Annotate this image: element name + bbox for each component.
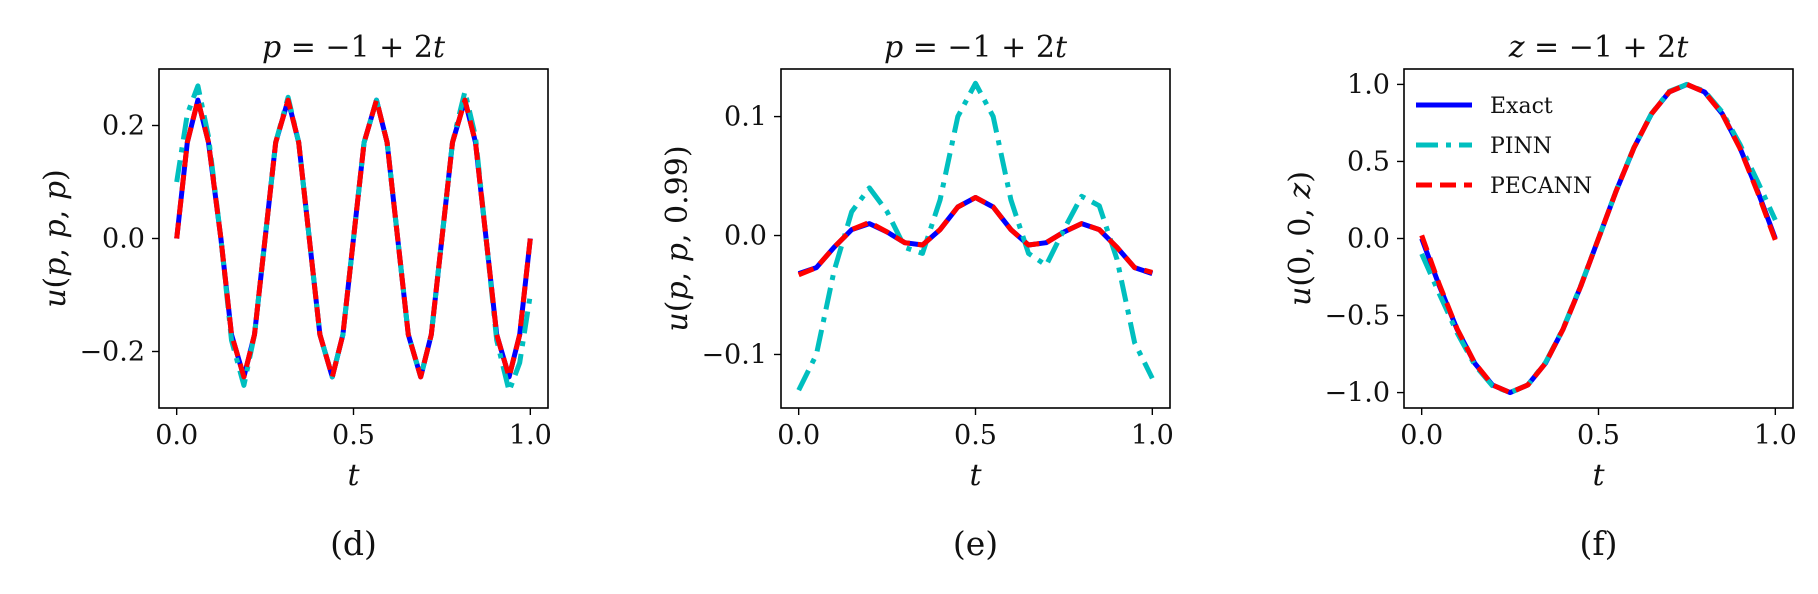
panel-title: z = −1 + 2t: [1508, 30, 1690, 65]
plot-series: [1419, 81, 1778, 396]
panel-title: p = −1 + 2t: [262, 30, 446, 65]
panel-caption: (f): [1580, 524, 1618, 563]
y-tick-label: −0.1: [701, 339, 767, 370]
series-line-pinn: [174, 83, 533, 394]
x-tick-label: 0.5: [1577, 420, 1620, 451]
series-line-pecann: [1419, 81, 1778, 396]
y-tick-label: 0.0: [1347, 224, 1390, 255]
plot-series: [174, 83, 533, 394]
y-tick-label: 0.2: [102, 111, 145, 142]
x-axis-label: t: [1592, 458, 1605, 493]
y-axis-label: u(p, p, 0.99): [660, 145, 695, 331]
x-tick-label: 1.0: [1754, 420, 1797, 451]
panel-caption: (d): [330, 524, 377, 563]
y-tick-label: 0.0: [102, 224, 145, 255]
series-line-pinn: [796, 80, 1155, 392]
x-tick-label: 0.0: [1400, 420, 1443, 451]
panels: 0.0 0.5 1.0 −0.2 0.0 0.2 p = −1 + 2t t u(p, p, p…: [38, 30, 1797, 563]
x-axis-label: t: [969, 458, 982, 493]
x-tick-label: 0.0: [155, 420, 198, 451]
x-axis-label: t: [347, 458, 360, 493]
panel-2: 0.0 0.5 1.0 −0.1 0.0 0.1 p = −1 + 2t t u(p, p, 0…: [660, 30, 1174, 563]
x-tick-label: 0.5: [332, 420, 375, 451]
legend-label: Exact: [1490, 94, 1553, 119]
y-tick-label: 1.0: [1347, 69, 1390, 100]
y-axis-label: u(p, p, p): [38, 169, 73, 308]
x-tick-label: 0.5: [954, 420, 997, 451]
legend-label: PINN: [1490, 134, 1552, 159]
panel-title: p = −1 + 2t: [884, 30, 1068, 65]
panel-3: 0.0 0.5 1.0 −1.0 −0.5 0.0 0.5 1.0 z = −1 + 2t t u(…: [1283, 30, 1797, 563]
legend-label: PECANN: [1490, 174, 1592, 199]
series-line-pecann: [797, 195, 1153, 278]
plot-series: [796, 80, 1155, 392]
y-tick-label: −0.5: [1324, 301, 1390, 332]
y-tick-label: 0.1: [724, 102, 767, 133]
y-tick-label: −0.2: [79, 337, 145, 368]
y-axis-label: u(0, 0, z): [1283, 171, 1318, 306]
panel-caption: (e): [953, 524, 998, 563]
legend: Exact PINN PECANN: [1416, 94, 1592, 199]
y-tick-label: 0.5: [1347, 146, 1390, 177]
y-tick-label: 0.0: [724, 221, 767, 252]
y-tick-label: −1.0: [1324, 378, 1390, 409]
x-tick-label: 1.0: [509, 420, 552, 451]
series-line-pecann: [174, 97, 533, 380]
x-tick-label: 1.0: [1131, 420, 1174, 451]
panel-1: 0.0 0.5 1.0 −0.2 0.0 0.2 p = −1 + 2t t u(p, p, p…: [38, 30, 552, 563]
x-tick-label: 0.0: [777, 420, 820, 451]
